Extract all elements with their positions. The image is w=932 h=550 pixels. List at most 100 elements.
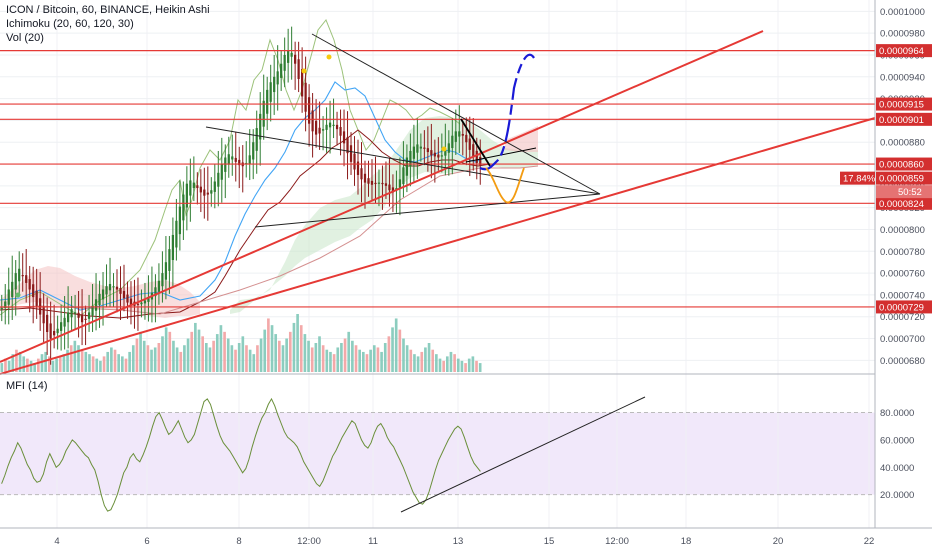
volume-bar: [117, 354, 120, 372]
volume-bar: [369, 349, 372, 372]
candle-body: [287, 50, 290, 63]
marker-dot: [326, 54, 332, 60]
time-tick-label: 8: [236, 536, 241, 547]
volume-bar: [168, 331, 172, 372]
candle-body: [35, 290, 38, 306]
volume-bar: [179, 351, 183, 372]
candle-body: [416, 144, 419, 153]
triangle-middle-line[interactable]: [205, 126, 601, 195]
candle-body: [381, 182, 384, 185]
candle-body: [53, 330, 56, 336]
price-tick-label: 0.0000780: [880, 247, 925, 258]
countdown-badge: [876, 185, 932, 199]
red-trend-line-upper[interactable]: [0, 30, 764, 363]
candle-body: [465, 134, 468, 143]
candle-body: [384, 183, 388, 186]
candle-body: [266, 89, 269, 114]
candle-body: [224, 157, 227, 172]
candle-body: [213, 181, 216, 192]
volume-bar: [420, 351, 424, 372]
mfi-line: [1, 397, 481, 512]
volume-bar: [318, 336, 321, 372]
candle-body: [217, 172, 220, 187]
candle-body: [294, 54, 297, 64]
volume-bar: [84, 351, 88, 372]
volume-bar: [340, 343, 343, 372]
candle-body: [91, 305, 94, 316]
volume-bar: [91, 356, 95, 372]
volume-legend: Vol (20): [6, 32, 44, 44]
bearish-projection-path[interactable]: [485, 167, 525, 204]
candle-body: [273, 76, 276, 93]
candle-body: [112, 286, 115, 288]
bullish-projection-path[interactable]: [479, 53, 535, 171]
candle-body: [475, 150, 478, 163]
volume-bar: [40, 354, 44, 372]
volume-bar: [88, 354, 91, 372]
time-tick-label: 11: [368, 536, 378, 547]
candle-body: [21, 275, 24, 277]
candle-body: [363, 173, 367, 183]
volume-bar: [405, 345, 409, 372]
price-tick-label: 0.0000720: [880, 312, 925, 323]
candle-body: [87, 312, 91, 319]
volume-bar: [380, 351, 383, 372]
volume-bar: [263, 329, 267, 372]
volume-bars: [0, 314, 482, 372]
candle-body: [98, 293, 101, 306]
red-trend-line-lower[interactable]: [0, 117, 876, 375]
volume-bar: [464, 363, 467, 372]
volume-bar: [58, 356, 62, 372]
price-level-value: 0.0000860: [879, 160, 924, 171]
volume-bar: [172, 340, 175, 372]
volume-bar: [347, 331, 351, 372]
mfi-trend-line[interactable]: [400, 396, 646, 513]
candle-body: [136, 303, 140, 305]
price-level-value: 0.0000915: [879, 100, 924, 111]
time-axis[interactable]: 4 6 8 12:00 11 13 15 12:00 18 20 22: [54, 536, 874, 547]
ichimoku-legend: Ichimoku (20, 60, 120, 30): [6, 18, 134, 30]
volume-bar: [226, 338, 230, 372]
volume-bar: [175, 347, 179, 372]
time-tick-label: 15: [544, 536, 555, 547]
candle-body: [119, 288, 122, 294]
volume-bar: [329, 351, 332, 372]
price-tick-label: 0.0000740: [880, 290, 925, 301]
volume-bar: [241, 336, 245, 372]
triangle-upper-line[interactable]: [311, 33, 601, 195]
candle-body: [398, 179, 402, 189]
time-tick-label: 4: [54, 536, 59, 547]
countdown-value: 50:52: [898, 187, 922, 198]
candle-body: [346, 137, 349, 154]
volume-bar: [113, 349, 117, 372]
trend-lines[interactable]: [0, 30, 876, 375]
mfi-axis[interactable]: 80.0000 60.0000 40.0000 20.0000: [880, 408, 914, 501]
candle-body: [220, 164, 223, 180]
candle-body: [189, 180, 192, 196]
volume-bar: [416, 356, 420, 372]
candle-body: [129, 298, 133, 305]
volume-bar: [314, 343, 318, 372]
candle-body: [479, 156, 482, 166]
candle-body: [349, 145, 353, 162]
volume-bar: [33, 363, 37, 372]
candle-body: [164, 262, 168, 280]
volume-bar: [0, 363, 4, 372]
candle-body: [405, 157, 409, 176]
price-level-badge: [876, 300, 932, 314]
candle-body: [388, 184, 391, 191]
price-level-badge: [876, 196, 932, 210]
candle-body: [426, 148, 429, 153]
volume-bar: [157, 343, 161, 372]
candle-body: [25, 275, 28, 283]
volume-bar: [445, 356, 449, 372]
marker-dot: [301, 68, 307, 74]
volume-bar: [438, 358, 442, 372]
volume-bar: [110, 347, 113, 372]
candle-body: [458, 131, 461, 137]
candle-body: [419, 146, 422, 149]
candle-body: [143, 300, 147, 304]
triangle-lower-line[interactable]: [254, 193, 601, 228]
candle-body: [328, 122, 332, 128]
